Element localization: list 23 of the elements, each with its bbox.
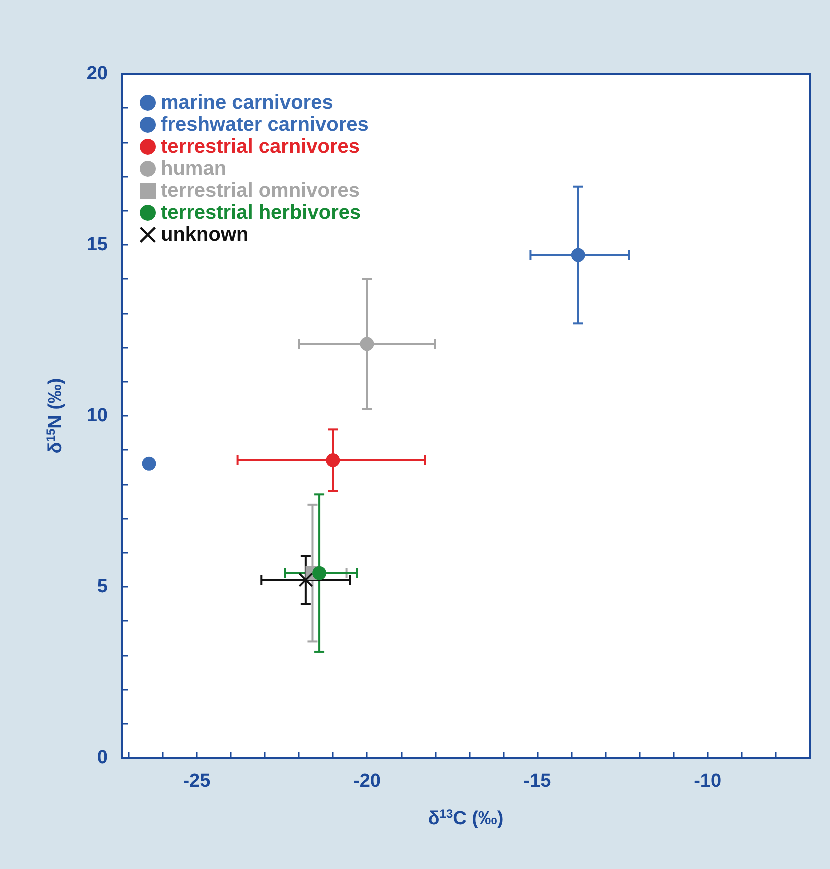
point (326, 453, 340, 468)
x-tick-label: -10 (694, 771, 722, 792)
legend-label: terrestrial herbivores (161, 202, 362, 224)
legend-label: terrestrial carnivores (161, 136, 360, 158)
y-tick-label: 15 (86, 234, 108, 256)
point (142, 456, 156, 471)
legend-label: terrestrial omnivores (161, 180, 360, 202)
y-tick-label: 10 (86, 406, 108, 426)
point (571, 248, 586, 262)
x-tick-label: -20 (353, 771, 381, 792)
y-tick-label: 0 (97, 748, 108, 768)
point (298, 573, 313, 588)
legend-label: human (161, 158, 227, 180)
point (360, 337, 374, 352)
legend-label: unknown (161, 224, 249, 246)
point (312, 566, 327, 580)
legend-label: marine carnivores (161, 92, 334, 114)
x-tick-label: -25 (183, 771, 212, 792)
y-tick-label: 5 (97, 576, 108, 598)
y-axis-title: δ15N (‰) (44, 378, 66, 454)
y-tick-label: 20 (86, 64, 108, 84)
x-tick-label: -15 (524, 771, 552, 792)
legend-label: freshwater carnivores (161, 114, 369, 136)
